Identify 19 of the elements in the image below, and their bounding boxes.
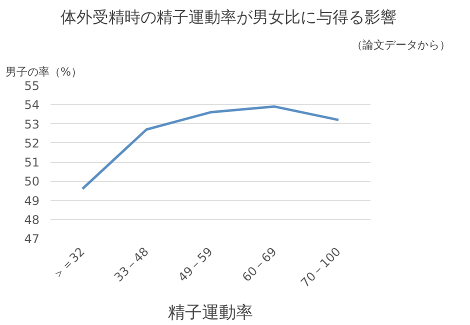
y-tick-label: 51 [24,156,40,170]
y-tick-label: 49 [24,194,40,208]
line-series [81,105,340,190]
x-tick-label: ＞＝32 [50,244,88,282]
y-tick-label: 54 [24,98,40,112]
x-tick-label: 60－69 [239,244,280,285]
y-tick-label: 47 [24,232,40,246]
x-tick-label: 70－100 [298,244,344,290]
x-tick-label: 33－48 [111,244,152,285]
y-tick-label: 48 [24,212,40,227]
text: （論文データから） [352,38,450,52]
y-tick-label: 55 [24,79,40,93]
y-axis-title: 男子の率（%） [6,66,82,78]
y-tick-label: 52 [24,136,40,150]
x-tick-label: 49－59 [175,244,216,285]
x-axis-title: 精子運動率 [168,302,253,323]
y-tick-label: 53 [24,117,40,132]
chart-title: 体外受精時の精子運動率が男女比に与得る影響 [60,8,396,26]
y-tick-label: 50 [24,174,40,189]
